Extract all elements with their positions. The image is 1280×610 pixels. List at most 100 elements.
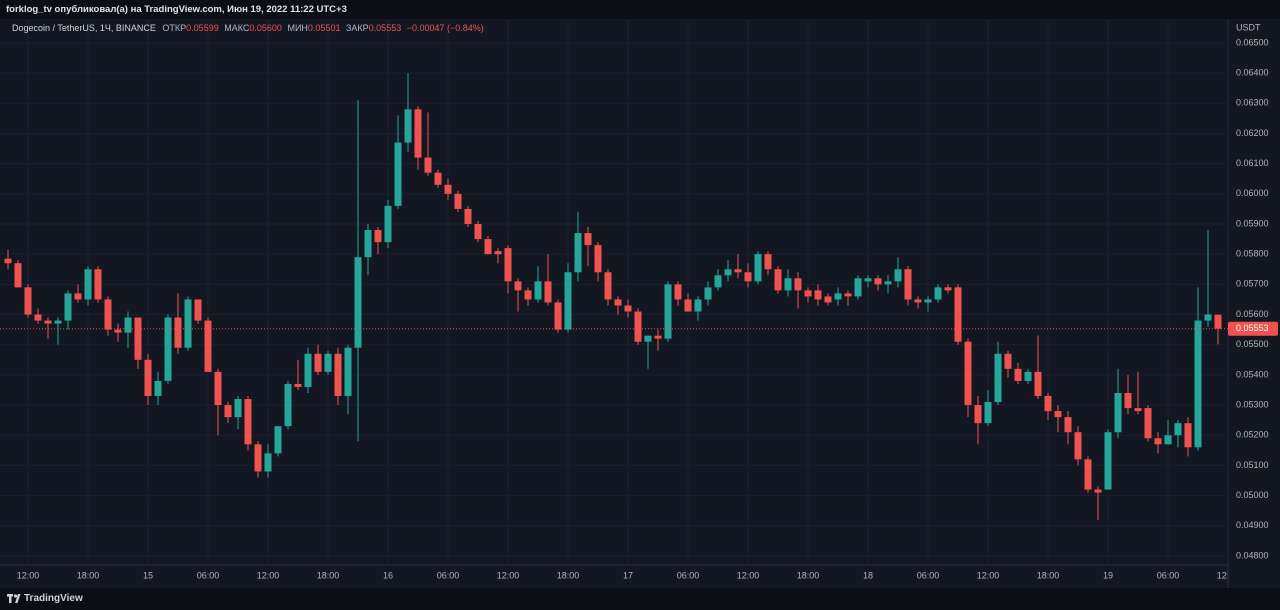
candle-body (254, 444, 262, 472)
x-tick-label: 12:00 (1217, 570, 1240, 580)
candle-body (314, 353, 322, 372)
high-label: МАКС (224, 23, 250, 33)
candle-body (554, 302, 562, 330)
candle-body (974, 405, 982, 424)
candle-body (14, 263, 22, 288)
open-label: ОТКР (162, 23, 186, 33)
candle-body (134, 317, 142, 360)
candle-body (454, 193, 462, 209)
candle-body (474, 223, 482, 240)
candle-body (324, 353, 332, 372)
candle-body (444, 184, 452, 194)
candle-body (614, 299, 622, 306)
candle-body (384, 205, 392, 243)
candle-body (604, 272, 612, 300)
candle-body (914, 299, 922, 303)
candle-body (924, 299, 932, 303)
y-tick-label: 0.06000 (1236, 188, 1269, 198)
x-tick-label: 18:00 (1037, 570, 1060, 580)
low-value: 0.05501 (308, 23, 341, 33)
symbol: Dogecoin / TetherUS, 1Ч, BINANCE (12, 23, 156, 33)
last-price-box (1228, 321, 1278, 336)
x-tick-label: 18:00 (797, 570, 820, 580)
candle-body (684, 299, 692, 312)
candle-body (1024, 371, 1032, 381)
candle-body (874, 278, 882, 285)
y-tick-label: 0.06500 (1236, 37, 1269, 47)
x-tick-label: 18:00 (77, 570, 100, 580)
open-value: 0.05599 (186, 23, 219, 33)
x-tick-label: 06:00 (677, 570, 700, 580)
candle-body (844, 293, 852, 297)
candle-body (304, 353, 312, 387)
candle-body (564, 272, 572, 330)
candle-body (994, 353, 1002, 403)
candle-body (584, 233, 592, 246)
candle-body (1064, 417, 1072, 433)
time-axis: 12:00 18:00 15 06:00 12:00 18:00 16 06:00 12:00 1… (17, 570, 1240, 580)
candle-body (264, 453, 272, 472)
close-value: 0.05553 (369, 23, 402, 33)
candle-body (824, 296, 832, 303)
candle-body (1144, 408, 1152, 439)
candle-body (894, 269, 902, 282)
candle-body (664, 284, 672, 339)
candle-body (234, 399, 242, 418)
y-tick-label: 0.05400 (1236, 369, 1269, 379)
candle-body (294, 383, 302, 387)
candle-body (344, 347, 352, 397)
candle-body (674, 284, 682, 300)
low-label: МИН (287, 23, 307, 33)
candle-body (144, 359, 152, 397)
candle-body (534, 281, 542, 300)
y-tick-label: 0.05600 (1236, 309, 1269, 319)
candle-body (414, 109, 422, 158)
candle-body (1094, 489, 1102, 493)
x-tick-label: 12:00 (497, 570, 520, 580)
y-tick-label: 0.05000 (1236, 490, 1269, 500)
candle-body (644, 335, 652, 342)
candle-body (1084, 459, 1092, 490)
candle-body (854, 278, 862, 297)
candle-body (494, 251, 502, 255)
candle-body (1214, 314, 1222, 329)
candle-body (964, 341, 972, 406)
candle-body (44, 320, 52, 324)
candle-body (1054, 411, 1062, 418)
candle-body (834, 293, 842, 300)
candle-body (424, 157, 432, 173)
candle-body (364, 230, 372, 258)
currency: USDT (1236, 22, 1261, 32)
candle-body (484, 239, 492, 255)
candle-body (774, 269, 782, 291)
candle-body (544, 281, 552, 303)
x-tick-label: 06:00 (197, 570, 220, 580)
y-tick-label: 0.04900 (1236, 520, 1269, 530)
candle-body (54, 320, 62, 324)
close-label: ЗАКР (346, 23, 369, 33)
candle-body (1004, 353, 1012, 369)
candle-body (714, 275, 722, 288)
x-tick-label: 06:00 (437, 570, 460, 580)
y-tick-label: 0.04800 (1236, 550, 1269, 560)
candle-body (654, 335, 662, 339)
legend: Dogecoin / TetherUS, 1Ч, BINANCE ОТКР0.0… (12, 23, 484, 33)
candle-body (1104, 432, 1112, 490)
y-tick-label: 0.06300 (1236, 98, 1269, 108)
candle-body (784, 278, 792, 291)
candle-body (64, 293, 72, 321)
candle-body (1134, 408, 1142, 412)
y-tick-label: 0.05500 (1236, 339, 1269, 349)
y-tick-label: 0.05900 (1236, 218, 1269, 228)
candle-body (734, 269, 742, 273)
candle-body (514, 281, 522, 291)
y-tick-label: 0.05200 (1236, 430, 1269, 440)
x-tick-label: 19 (1103, 570, 1113, 580)
candle-body (1114, 392, 1122, 433)
candle-body (274, 426, 282, 454)
candle-body (694, 299, 702, 312)
candle-body (84, 269, 92, 300)
candle-body (814, 290, 822, 300)
